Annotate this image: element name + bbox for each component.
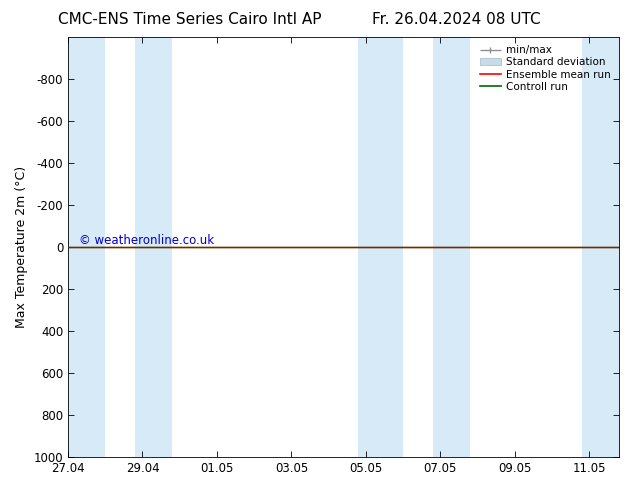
Text: © weatheronline.co.uk: © weatheronline.co.uk [79,234,214,247]
Text: Fr. 26.04.2024 08 UTC: Fr. 26.04.2024 08 UTC [372,12,541,27]
Bar [135,37,172,457]
Text: CMC-ENS Time Series Cairo Intl AP: CMC-ENS Time Series Cairo Intl AP [58,12,322,27]
Bar [433,37,470,457]
Y-axis label: Max Temperature 2m (°C): Max Temperature 2m (°C) [15,166,28,328]
Bar [358,37,403,457]
Bar [68,37,105,457]
Bar [582,37,619,457]
Legend: min/max, Standard deviation, Ensemble mean run, Controll run: min/max, Standard deviation, Ensemble me… [477,42,614,95]
